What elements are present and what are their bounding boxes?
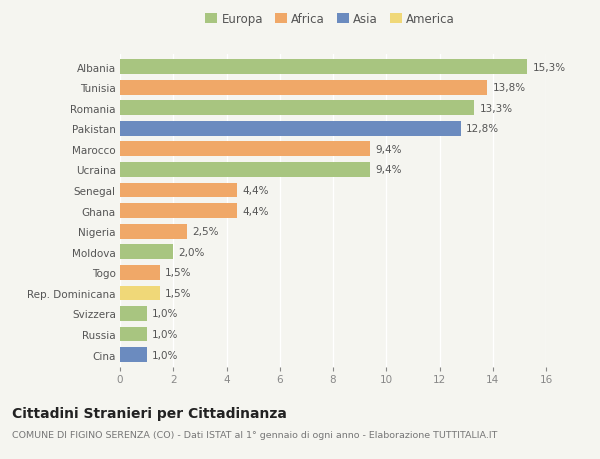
Bar	[120, 162, 370, 178]
Bar	[120, 245, 173, 260]
Legend: Europa, Africa, Asia, America: Europa, Africa, Asia, America	[205, 13, 455, 26]
Text: 13,8%: 13,8%	[493, 83, 526, 93]
Bar	[120, 347, 146, 362]
Text: 2,5%: 2,5%	[192, 227, 218, 237]
Text: 9,4%: 9,4%	[376, 165, 402, 175]
Bar	[120, 286, 160, 301]
Bar	[120, 101, 474, 116]
Bar	[120, 307, 146, 321]
Bar	[120, 224, 187, 239]
Bar	[120, 80, 487, 95]
Bar	[120, 327, 146, 342]
Text: 1,0%: 1,0%	[152, 350, 178, 360]
Text: Cittadini Stranieri per Cittadinanza: Cittadini Stranieri per Cittadinanza	[12, 406, 287, 420]
Bar	[120, 142, 370, 157]
Text: 1,0%: 1,0%	[152, 309, 178, 319]
Bar	[120, 265, 160, 280]
Text: 12,8%: 12,8%	[466, 124, 499, 134]
Text: 9,4%: 9,4%	[376, 145, 402, 155]
Text: 1,5%: 1,5%	[165, 268, 192, 278]
Text: 4,4%: 4,4%	[242, 185, 269, 196]
Text: 15,3%: 15,3%	[533, 62, 566, 73]
Text: 13,3%: 13,3%	[479, 103, 512, 113]
Text: 4,4%: 4,4%	[242, 206, 269, 216]
Text: 1,5%: 1,5%	[165, 288, 192, 298]
Text: COMUNE DI FIGINO SERENZA (CO) - Dati ISTAT al 1° gennaio di ogni anno - Elaboraz: COMUNE DI FIGINO SERENZA (CO) - Dati IST…	[12, 431, 497, 440]
Bar	[120, 204, 237, 218]
Text: 1,0%: 1,0%	[152, 330, 178, 339]
Text: 2,0%: 2,0%	[179, 247, 205, 257]
Bar	[120, 183, 237, 198]
Bar	[120, 60, 527, 75]
Bar	[120, 122, 461, 136]
